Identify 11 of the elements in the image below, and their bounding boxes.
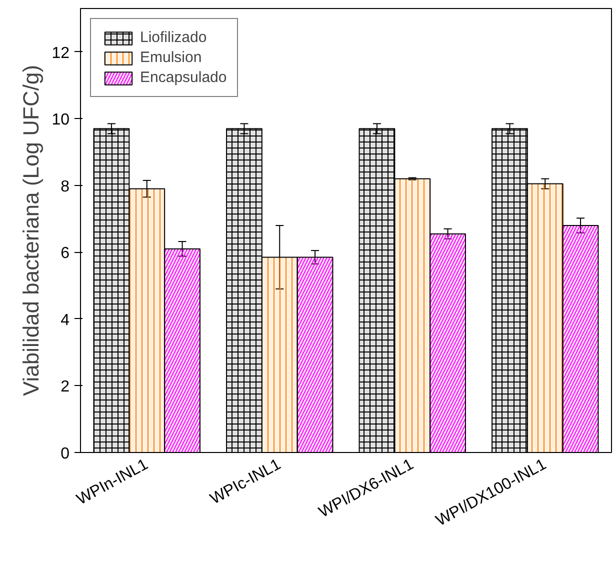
y-tick-label: 12 (52, 44, 70, 62)
legend-label: Liofilizado (140, 29, 207, 46)
y-tick-label: 8 (60, 178, 70, 196)
legend-label: Encapsulado (140, 69, 227, 86)
y-tick-label: 4 (60, 312, 70, 329)
y-tick-label: 0 (60, 446, 70, 462)
y-tick-label: 10 (52, 112, 70, 129)
legend-label: Emulsion (140, 49, 202, 66)
y-tick-label: 2 (60, 378, 70, 396)
y-tick-label: 6 (60, 245, 70, 262)
y-axis-title: Viabilidad bacteriana (Log UFC/g) (18, 65, 44, 396)
